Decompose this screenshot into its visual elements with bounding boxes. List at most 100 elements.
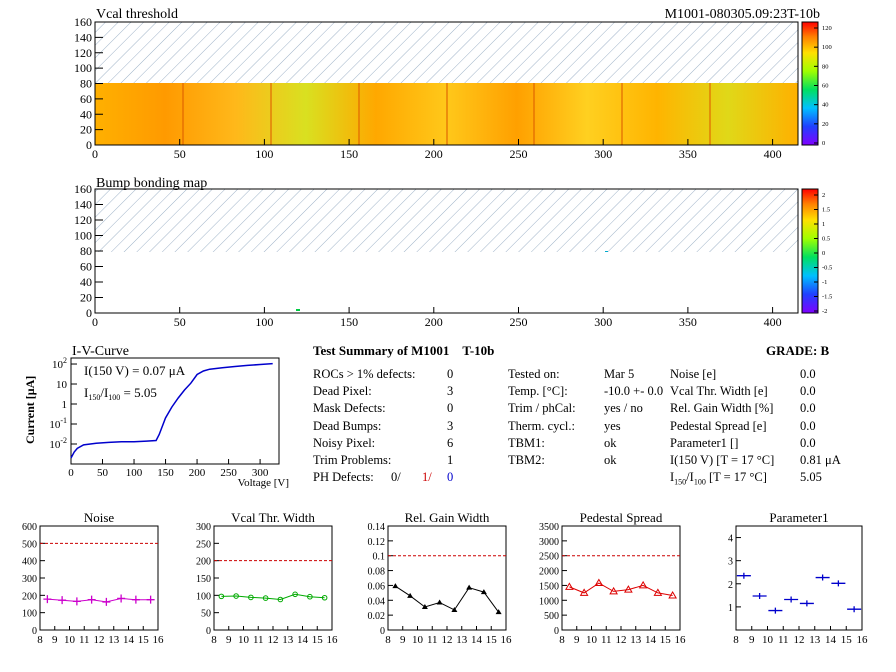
data-point xyxy=(624,585,633,593)
y-tick-label: 500 xyxy=(544,611,559,622)
data-point xyxy=(307,593,313,600)
data-point xyxy=(146,595,155,604)
summary-mid-value: -10.0 +- 0.0 xyxy=(604,384,664,399)
y-tick-label: 40 xyxy=(80,275,92,289)
y-tick-label: 3000 xyxy=(539,537,559,548)
iv-annotation-ratio: I150/I100 = 5.05 xyxy=(84,385,157,402)
dead-bump-mark xyxy=(296,309,300,311)
palette-label: 60 xyxy=(822,83,829,90)
summary-right-label: Rel. Gain Width [%] xyxy=(670,401,774,416)
summary-right-value: 0.0 xyxy=(800,401,816,416)
x-tick-label: 10 xyxy=(64,634,76,646)
summary-mid-row: Trim / phCal: yes / no xyxy=(508,401,643,416)
x-tick-label: 200 xyxy=(425,147,443,161)
map2-palette xyxy=(801,188,819,314)
y-tick-label: 40 xyxy=(80,107,92,121)
x-tick-label: 12 xyxy=(268,634,279,646)
iv-xlabel: Voltage [V] xyxy=(238,477,289,489)
summary-left-value: 0 xyxy=(447,401,454,416)
y-tick-label: 250 xyxy=(196,539,211,550)
x-tick-label: 9 xyxy=(574,634,580,646)
summary-right-value: 0.0 xyxy=(800,367,816,381)
summary-mid-label: Temp. [°C]: xyxy=(508,384,568,399)
data-point xyxy=(102,597,111,606)
y-tick-label: 3 xyxy=(728,557,733,568)
palette-label: -2 xyxy=(822,308,827,315)
x-tick-label: 10 xyxy=(762,634,774,646)
y-tick-label: 1000 xyxy=(539,596,559,607)
x-tick-label: 250 xyxy=(509,147,527,161)
data-point xyxy=(466,584,473,590)
y-tick-label: 100 xyxy=(74,61,92,75)
summary-title: Test Summary of M1001 T-10b xyxy=(313,343,495,358)
data-point xyxy=(579,588,589,596)
summary-right-row: Pedestal Spread [e] 0.0 xyxy=(670,418,816,434)
x-tick-label: 8 xyxy=(211,634,217,646)
iv-x-tick-label: 300 xyxy=(252,467,269,479)
data-point xyxy=(436,599,443,605)
data-point xyxy=(407,592,414,598)
summary-mid-label: Therm. cycl.: xyxy=(508,418,575,433)
y-tick-label: 1 xyxy=(728,603,733,614)
x-tick-label: 400 xyxy=(764,315,782,329)
iv-x-tick-label: 150 xyxy=(157,467,174,479)
data-point xyxy=(233,593,239,599)
summary-left-row: Trim Problems: 1 xyxy=(313,453,453,468)
summary-mid-value: Mar 5 xyxy=(604,367,635,381)
iv-curve-line xyxy=(70,362,273,459)
x-tick-label: 350 xyxy=(679,315,697,329)
palette-label: 80 xyxy=(822,63,829,70)
x-tick-label: 16 xyxy=(675,634,687,646)
data-point xyxy=(495,609,502,615)
palette-label: -1 xyxy=(822,279,827,286)
y-tick-label: 80 xyxy=(80,244,92,258)
summary-left-value: 6 xyxy=(447,435,454,450)
param-chart-3: Rel. Gain Width 8 9 10 11 12 13 14 15 16 0 0.02 0.04… xyxy=(368,510,513,646)
data-point xyxy=(768,607,783,614)
x-tick-label: 15 xyxy=(486,634,498,646)
summary-right-label: Pedestal Spread [e] xyxy=(670,418,767,433)
iv-y-tick-label: 10 xyxy=(56,379,68,391)
y-tick-label: 0.1 xyxy=(373,552,386,563)
param-chart-title: Pedestal Spread xyxy=(580,510,663,525)
y-tick-label: 20 xyxy=(80,123,92,137)
y-tick-label: 100 xyxy=(196,591,211,602)
y-tick-label: 100 xyxy=(74,229,92,243)
run-id-label: M1001-080305.09:23T-10b xyxy=(665,7,820,22)
iv-y-tick-label: 102 xyxy=(52,356,67,371)
x-tick-label: 14 xyxy=(297,634,309,646)
param-chart-title: Vcal Thr. Width xyxy=(231,510,315,525)
dead-bump-mark xyxy=(605,251,608,252)
map1-title: Vcal threshold xyxy=(96,7,178,22)
summary-right-value: 0.0 xyxy=(800,418,816,433)
palette-label: 40 xyxy=(822,102,829,109)
data-point xyxy=(831,580,846,587)
iv-y-tick-label: 10-2 xyxy=(49,436,67,451)
palette-label: 0.5 xyxy=(822,236,830,243)
data-point xyxy=(43,595,52,604)
x-tick-label: 14 xyxy=(471,634,483,646)
summary-left-row: ROCs > 1% defects: 0 xyxy=(313,367,453,382)
param-chart-title: Noise xyxy=(84,510,115,525)
summary-right-label: Parameter1 [] xyxy=(670,435,739,450)
param-chart-title: Rel. Gain Width xyxy=(405,510,490,525)
y-tick-label: 120 xyxy=(74,46,92,60)
y-tick-label: 500 xyxy=(22,539,37,550)
summary-left-row: Mask Defects: 0 xyxy=(313,401,453,416)
y-tick-label: 0 xyxy=(206,626,211,637)
data-point xyxy=(292,591,298,598)
data-point xyxy=(815,574,830,581)
summary-right-row: I(150 V) [T = 17 °C] 0.81 μA xyxy=(670,453,841,468)
y-tick-label: 0 xyxy=(380,626,385,637)
summary-left-value: 3 xyxy=(447,418,454,433)
map1-x-axis: 0 50 100 150 200 250 300 350 400 xyxy=(92,139,782,161)
x-tick-label: 9 xyxy=(226,634,232,646)
y-tick-label: 50 xyxy=(201,609,211,620)
palette-label: 100 xyxy=(822,44,832,51)
y-tick-label: 0.14 xyxy=(368,522,386,533)
data-point xyxy=(752,593,767,600)
y-tick-label: 100 xyxy=(22,609,37,620)
data-point xyxy=(480,589,487,595)
